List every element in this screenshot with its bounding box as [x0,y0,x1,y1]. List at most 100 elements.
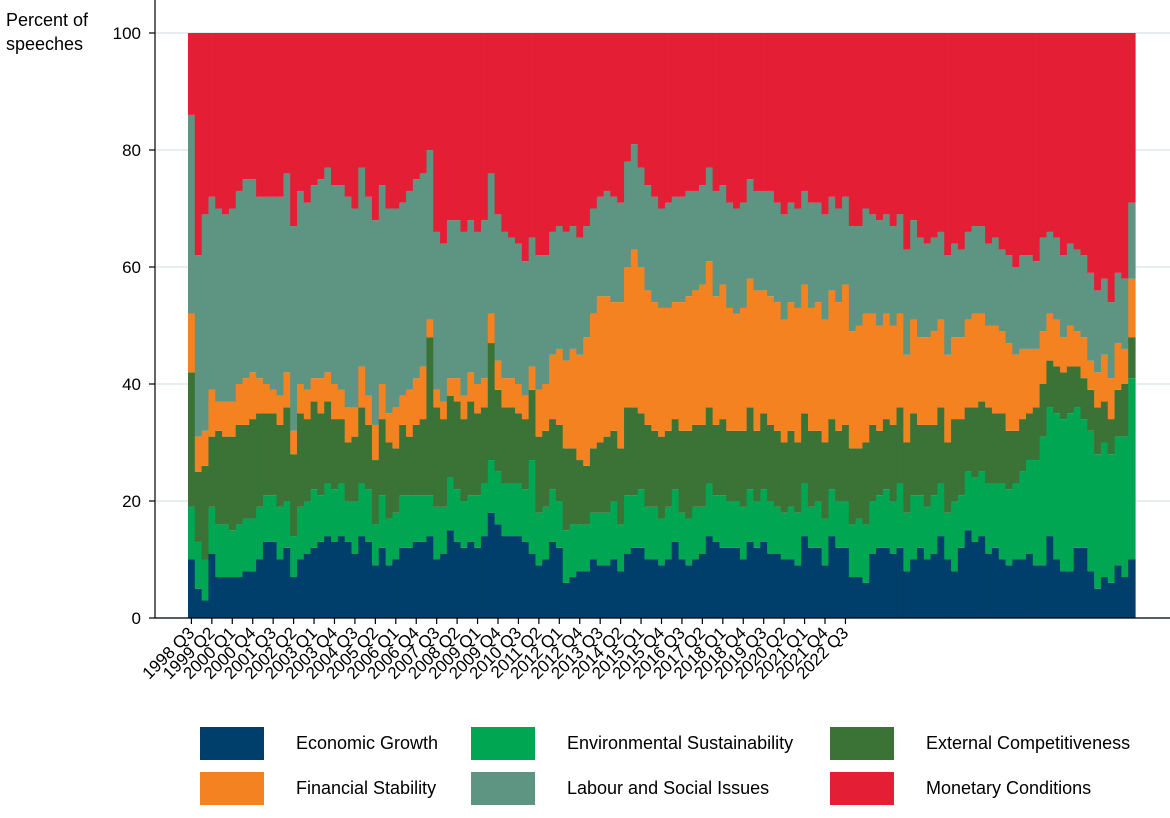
bar-segment [290,454,298,537]
bar-segment [733,430,741,501]
bar-segment [358,366,366,408]
bar-segment [835,208,843,303]
bar-segment [1066,243,1075,326]
bar-segment [426,536,434,618]
bar-segment [726,501,734,548]
bar-segment [201,559,210,601]
legend-label: Monetary Conditions [926,777,1092,798]
bar-segment [794,442,802,513]
bar-segment [944,512,952,560]
legend-label: Labour and Social Issues [567,777,770,798]
bar-segment [1060,571,1068,618]
bar-segment [310,33,319,186]
bar-segment [882,313,891,420]
legend-swatch [830,726,894,760]
bar-segment [371,424,380,461]
bar-segment [896,547,904,618]
bar-segment [1012,483,1020,560]
bar-segment [896,214,904,314]
bar-segment [589,448,598,513]
bar-segment [576,33,584,238]
bar-segment [569,348,577,449]
bar-segment [596,565,605,618]
bar-segment [1046,360,1054,408]
bar-segment [807,430,816,507]
bar-segment [719,284,727,420]
bar-segment [944,559,952,618]
bar-segment [242,571,250,618]
bar-segment [903,571,911,618]
bar-segment [903,249,911,355]
bar-segment [208,389,216,437]
bar-segment [487,343,496,461]
bar-segment [276,196,284,396]
bar-segment [896,407,904,484]
bar-segment [358,536,366,618]
bar-segment [269,196,278,390]
bar-segment [862,208,870,314]
bar-segment [474,33,482,232]
bar-segment [1066,366,1075,414]
bar-segment [671,33,680,197]
bar-segment [201,214,210,431]
bar-segment [957,547,966,618]
bar-segment [855,448,864,519]
bar-segment [542,255,550,384]
bar-segment [549,231,557,355]
bar-segment [1053,319,1061,367]
bar-segment [903,354,911,443]
bar-segment [194,33,203,256]
bar-segment [821,214,830,320]
bar-segment [719,419,727,496]
bar-segment [651,33,659,197]
bar-segment [889,33,898,227]
bar-segment [937,319,945,408]
bar-segment [1012,33,1020,267]
bar-segment [242,179,250,379]
bar-segment [869,553,877,618]
bar-segment [283,372,291,408]
bar-segment [1005,33,1013,256]
bar-segment [433,506,441,560]
bar-segment [780,319,789,443]
bar-segment [1114,272,1122,344]
bar-segment [467,401,475,496]
bar-segment [760,541,768,618]
bar-segment [501,483,509,537]
bar-segment [671,196,680,303]
bar-segment [1005,430,1013,490]
bar-segment [426,150,434,320]
bar-segment [957,33,966,250]
bar-segment [337,185,346,390]
bar-segment [269,541,278,618]
bar-segment [685,33,693,191]
bar-segment [501,33,509,232]
bar-segment [807,307,816,431]
bar-segment [923,337,932,425]
bar-segment [637,33,646,168]
bar-segment [235,33,244,191]
bar-segment [842,424,850,501]
bar-segment [269,33,278,197]
bar-segment [508,237,516,379]
bar-segment [433,559,441,618]
bar-segment [297,559,305,618]
bar-segment [930,33,939,238]
legend-swatch [200,771,264,805]
bar-segment [344,501,353,542]
bar-segment [446,395,455,478]
bar-segment [528,237,537,367]
bar-segment [344,33,353,197]
bar-segment [773,33,782,203]
bar-segment [998,249,1007,332]
bar-segment [1073,249,1082,332]
bar-segment [828,419,836,490]
bar-segment [385,518,393,566]
bar-segment [222,436,230,525]
bar-segment [515,413,523,484]
bar-segment [344,442,353,501]
bar-segment [392,208,400,408]
bar-segment [549,489,557,542]
bar-segment [991,413,1000,484]
bar-segment [957,249,966,338]
